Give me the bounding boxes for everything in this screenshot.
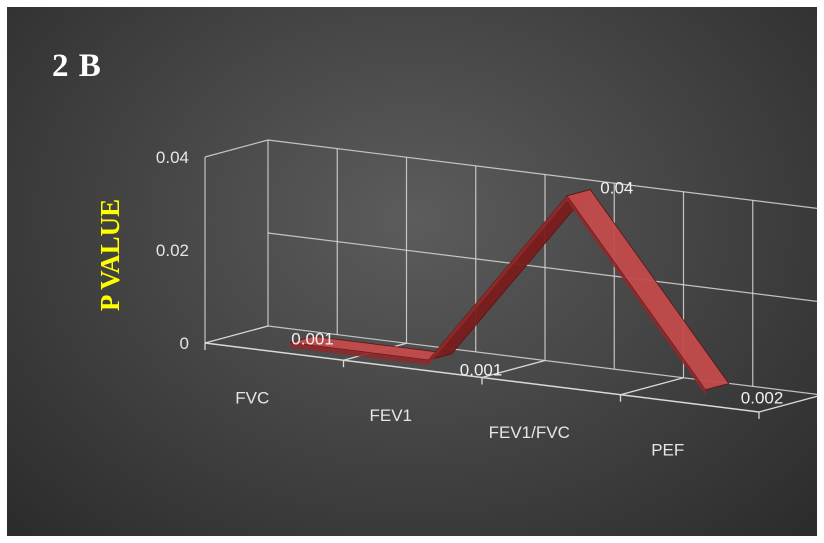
floor-gridline [204, 325, 269, 344]
floor-gridline [758, 395, 817, 413]
chart-panel: 2 B 0 0.02 0.04 P VALUE FVC FEV1 FEV1/FVC PEF 0.… [7, 7, 817, 536]
y-gridline [267, 139, 817, 209]
y-tick-label: 0 [180, 334, 189, 353]
ribbon-edge [290, 342, 429, 365]
x-category-label: FEV1/FVC [489, 423, 570, 442]
ribbon-layer [289, 188, 730, 395]
data-label: 0.002 [741, 389, 784, 408]
data-label: 0.04 [600, 179, 633, 198]
side-wall-edge [204, 139, 269, 158]
ribbon-edge [567, 195, 706, 395]
grid-layer [204, 139, 817, 419]
figure-label: 2 B [52, 48, 102, 84]
text-layer: 0 0.02 0.04 P VALUE FVC FEV1 FEV1/FVC PEF 0.001 0… [95, 148, 783, 459]
ribbon-segment [566, 189, 730, 391]
y-tick-label: 0.04 [156, 148, 189, 167]
ribbon-edge [428, 195, 567, 365]
x-category-label: PEF [651, 440, 684, 459]
y-tick-label: 0.02 [156, 241, 189, 260]
x-category-label: FVC [235, 389, 269, 408]
data-label: 0.001 [291, 329, 334, 348]
line-chart-3d: 0 0.02 0.04 P VALUE FVC FEV1 FEV1/FVC PEF 0.001 0… [95, 139, 817, 459]
y-axis-title: P VALUE [95, 199, 125, 311]
floor-gridline [481, 359, 546, 379]
floor-gridline [620, 377, 684, 396]
data-label: 0.001 [460, 361, 503, 380]
x-category-label: FEV1 [369, 406, 412, 425]
